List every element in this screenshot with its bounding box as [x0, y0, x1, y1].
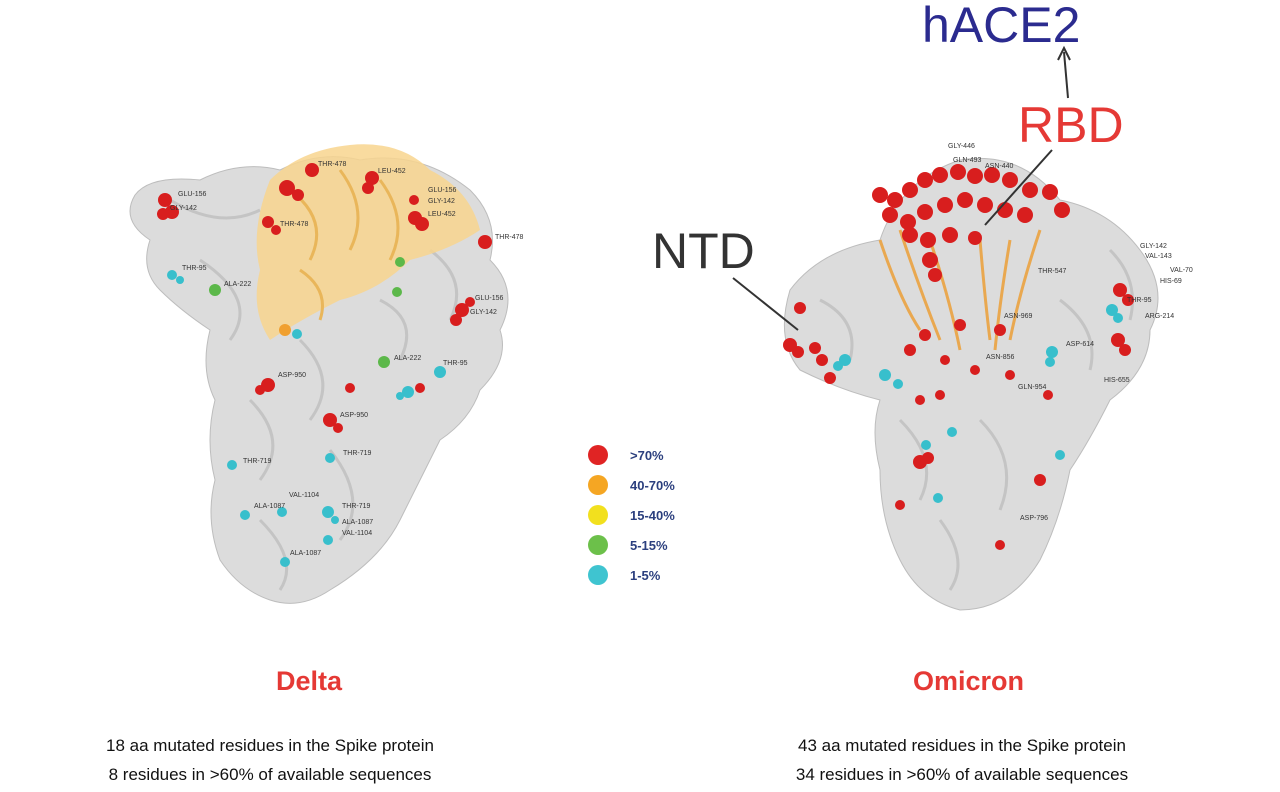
- frequency-legend: >70% 40-70% 15-40% 5-15% 1-5%: [588, 440, 675, 590]
- legend-swatch: [588, 445, 608, 465]
- residue-label: ASN-440: [985, 163, 1014, 170]
- omicron-title: Omicron: [913, 666, 1025, 696]
- legend-swatch: [588, 475, 608, 495]
- residue-label: GLY-142: [1140, 243, 1167, 250]
- residue-label: ALA-222: [224, 281, 251, 288]
- residue-label: GLN-954: [1018, 384, 1047, 391]
- delta-red-residues: [157, 163, 492, 433]
- residue-label: THR-719: [243, 458, 272, 465]
- omicron-summary-line2: 34 residues in >60% of available sequenc…: [795, 765, 1129, 784]
- residue-label: THR-478: [280, 221, 309, 228]
- legend-item: 5-15%: [588, 530, 675, 560]
- legend-swatch: [588, 535, 608, 555]
- delta-title: Delta: [276, 666, 343, 696]
- residue-label: GLU-156: [428, 187, 457, 194]
- residue-label: GLY-446: [948, 143, 975, 150]
- legend-label: 40-70%: [630, 477, 675, 493]
- delta-summary-line1: 18 aa mutated residues in the Spike prot…: [106, 736, 434, 755]
- residue-label: ALA-1087: [290, 550, 321, 557]
- legend-label: 15-40%: [630, 507, 675, 523]
- legend-label: 5-15%: [630, 537, 668, 553]
- residue-label: THR-478: [318, 161, 347, 168]
- residue-label: ALA-1087: [342, 519, 373, 526]
- residue-label: LEU-452: [378, 168, 406, 175]
- delta-green-residues: [209, 257, 405, 368]
- legend-label: >70%: [630, 447, 664, 463]
- residue-label: VAL-143: [1145, 253, 1172, 260]
- residue-label: GLN-493: [953, 157, 982, 164]
- legend-swatch: [588, 565, 608, 585]
- residue-label: ASP-796: [1020, 515, 1048, 522]
- omicron-summary-line1: 43 aa mutated residues in the Spike prot…: [798, 736, 1126, 755]
- rbd-label: RBD: [1018, 97, 1124, 153]
- delta-summary-line2: 8 residues in >60% of available sequence…: [108, 765, 432, 784]
- omicron-summary: 43 aa mutated residues in the Spike prot…: [722, 731, 1202, 789]
- delta-summary: 18 aa mutated residues in the Spike prot…: [30, 731, 510, 789]
- legend-item: 15-40%: [588, 500, 675, 530]
- residue-label: GLU-156: [178, 191, 207, 198]
- residue-label: GLY-142: [428, 198, 455, 205]
- residue-label: GLY-142: [470, 309, 497, 316]
- rbd-pointer: [984, 149, 1053, 226]
- ntd-label: NTD: [652, 223, 755, 279]
- ntd-pointer: [732, 277, 799, 331]
- residue-label: ASP-950: [278, 372, 306, 379]
- residue-label: HIS-655: [1104, 377, 1130, 384]
- residue-label: ASP-614: [1066, 341, 1094, 348]
- residue-label: VAL-1104: [289, 492, 319, 499]
- residue-label: VAL-1104: [342, 530, 372, 537]
- legend-item: >70%: [588, 440, 675, 470]
- residue-label: ALA-1087: [254, 503, 285, 510]
- residue-label: ASN-856: [986, 354, 1015, 361]
- residue-label: THR-95: [182, 265, 207, 272]
- legend-item: 1-5%: [588, 560, 675, 590]
- hace2-label: hACE2: [922, 0, 1081, 53]
- legend-label: 1-5%: [630, 567, 661, 583]
- residue-label: GLY-142: [170, 205, 197, 212]
- residue-label: ARG-214: [1145, 313, 1174, 320]
- hace2-arrow: [1063, 51, 1069, 99]
- delta-spike-structure: GLU-156 GLY-142 THR-478 LEU-452 GLU-156 GLY-1…: [129, 144, 524, 604]
- residue-label: VAL-70: [1170, 267, 1193, 274]
- residue-label: ALA-222: [394, 355, 421, 362]
- residue-label: LEU-452: [428, 211, 456, 218]
- residue-label: HIS-69: [1160, 278, 1182, 285]
- residue-label: THR-719: [343, 450, 372, 457]
- delta-cyan-residues: [167, 270, 446, 567]
- residue-label: ASN-969: [1004, 313, 1033, 320]
- legend-item: 40-70%: [588, 470, 675, 500]
- residue-label: THR-547: [1038, 268, 1067, 275]
- residue-label: THR-95: [1127, 297, 1152, 304]
- legend-swatch: [588, 505, 608, 525]
- residue-label: GLU-156: [475, 295, 504, 302]
- omicron-red-residues: [783, 164, 1134, 550]
- omicron-cyan-residues: [833, 304, 1123, 503]
- residue-label: THR-95: [443, 360, 468, 367]
- residue-label: THR-478: [495, 234, 524, 241]
- residue-label: ASP-950: [340, 412, 368, 419]
- residue-label: THR-719: [342, 503, 371, 510]
